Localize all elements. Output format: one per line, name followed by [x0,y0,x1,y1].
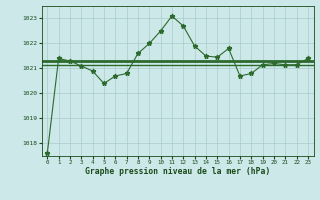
X-axis label: Graphe pression niveau de la mer (hPa): Graphe pression niveau de la mer (hPa) [85,167,270,176]
